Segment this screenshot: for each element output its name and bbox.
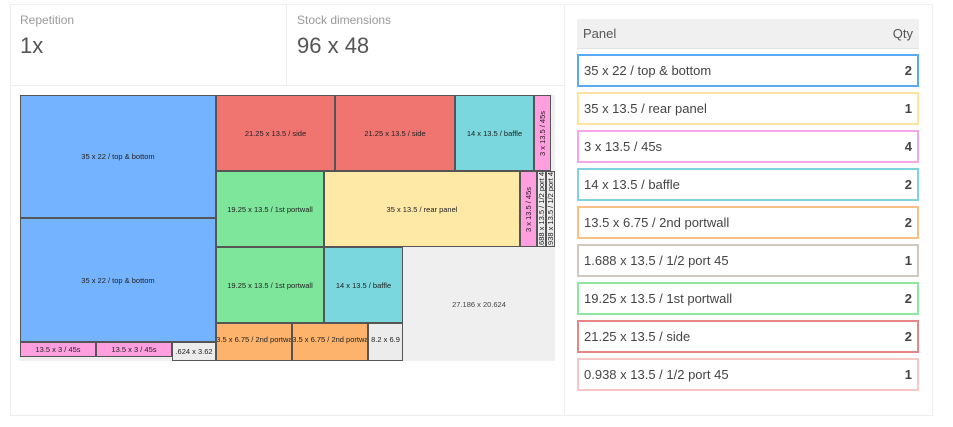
cut-piece[interactable]: 13.5 x 6.75 / 2nd portwall	[292, 323, 368, 361]
cut-piece[interactable]: 8.2 x 6.9	[368, 323, 403, 361]
cut-piece-label: 14 x 13.5 / baffle	[335, 280, 392, 290]
cut-piece-label: 1.688 x 13.5 / 1/2 port 45	[537, 171, 546, 247]
panel-row[interactable]: 14 x 13.5 / baffle 2	[577, 168, 919, 201]
panel-qty: 1	[904, 367, 912, 382]
panel-label: 35 x 22 / top & bottom	[584, 63, 712, 78]
cut-piece-label: 35 x 13.5 / rear panel	[386, 204, 458, 214]
cut-piece-label: 3 x 13.5 / 45s	[538, 110, 547, 156]
cut-piece-label: 14 x 13.5 / baffle	[466, 128, 523, 138]
panel-label: 19.25 x 13.5 / 1st portwall	[584, 291, 733, 306]
panel-row[interactable]: 0.938 x 13.5 / 1/2 port 45 1	[577, 358, 919, 391]
results-frame	[10, 4, 933, 416]
panel-row[interactable]: 19.25 x 13.5 / 1st portwall 2	[577, 282, 919, 315]
panel-row[interactable]: 13.5 x 6.75 / 2nd portwall 2	[577, 206, 919, 239]
panel-list-header: Panel Qty	[577, 19, 919, 49]
cut-piece[interactable]: 3 x 13.5 / 45s	[534, 95, 551, 171]
cut-piece-label: 35 x 22 / top & bottom	[81, 275, 155, 285]
stock-dimensions-value: 96 x 48	[297, 33, 370, 58]
cut-piece[interactable]: 35 x 22 / top & bottom	[20, 218, 216, 342]
panel-label: 1.688 x 13.5 / 1/2 port 45	[584, 253, 729, 268]
cut-piece-label: .624 x 3.62	[175, 347, 213, 356]
panel-label: 0.938 x 13.5 / 1/2 port 45	[584, 367, 729, 382]
cut-piece-label: 13.5 x 6.75 / 2nd portwall	[216, 335, 292, 344]
cut-piece[interactable]: 14 x 13.5 / baffle	[324, 247, 403, 323]
cut-piece-label: 13.5 x 3 / 45s	[111, 345, 157, 354]
repetition-label: Repetition	[20, 13, 75, 27]
cut-piece[interactable]: 1.688 x 13.5 / 1/2 port 45	[537, 171, 546, 247]
panel-row[interactable]: 35 x 22 / top & bottom 2	[577, 54, 919, 87]
cut-piece[interactable]: 21.25 x 13.5 / side	[216, 95, 335, 171]
panel-qty: 1	[904, 253, 912, 268]
cut-layout-sheet: 35 x 22 / top & bottom 35 x 22 / top & b…	[20, 95, 555, 361]
cut-piece-label: 27.186 x 20.624	[452, 299, 506, 309]
panel-row[interactable]: 3 x 13.5 / 45s 4	[577, 130, 919, 163]
cut-piece[interactable]: 13.5 x 3 / 45s	[96, 342, 172, 357]
cut-piece-label: 19.25 x 13.5 / 1st portwall	[227, 280, 313, 290]
cut-piece[interactable]: 19.25 x 13.5 / 1st portwall	[216, 171, 324, 247]
panel-row[interactable]: 21.25 x 13.5 / side 2	[577, 320, 919, 353]
panel-qty: 4	[904, 139, 912, 154]
cut-piece-label: 3 x 13.5 / 45s	[524, 186, 533, 232]
panel-qty: 2	[904, 177, 912, 192]
cut-piece-label: 21.25 x 13.5 / side	[364, 128, 426, 138]
cut-piece[interactable]: 13.5 x 3 / 45s	[20, 342, 96, 357]
cut-piece[interactable]: 14 x 13.5 / baffle	[455, 95, 534, 171]
stock-dimensions-stat: Stock dimensions 96 x 48	[287, 5, 564, 85]
cut-piece[interactable]: 3 x 13.5 / 45s	[520, 171, 537, 247]
divider	[564, 5, 565, 415]
cut-piece[interactable]: .624 x 3.62	[172, 342, 216, 361]
panel-label: 21.25 x 13.5 / side	[584, 329, 691, 344]
panel-label: 14 x 13.5 / baffle	[584, 177, 680, 192]
cut-piece-label: 0.938 x 13.5 / 1/2 port 45	[546, 171, 555, 247]
cut-piece-label: 13.5 x 6.75 / 2nd portwall	[292, 335, 368, 344]
panel-qty: 2	[904, 329, 912, 344]
panel-label: 3 x 13.5 / 45s	[584, 139, 663, 154]
panel-qty: 1	[904, 101, 912, 116]
repetition-value: 1x	[20, 33, 44, 58]
panel-label: 35 x 13.5 / rear panel	[584, 101, 707, 116]
panel-label: 13.5 x 6.75 / 2nd portwall	[584, 215, 730, 230]
cut-piece[interactable]: 35 x 13.5 / rear panel	[324, 171, 520, 247]
qty-column-header: Qty	[892, 26, 913, 41]
divider	[10, 85, 564, 86]
cut-piece-label: 21.25 x 13.5 / side	[244, 128, 307, 138]
cut-piece[interactable]: 35 x 22 / top & bottom	[20, 95, 216, 218]
stock-dimensions-label: Stock dimensions	[297, 13, 392, 27]
cut-piece-label: 13.5 x 3 / 45s	[35, 345, 81, 354]
cut-piece-label: 8.2 x 6.9	[371, 335, 400, 344]
cut-piece[interactable]: 0.938 x 13.5 / 1/2 port 45	[546, 171, 555, 247]
panel-qty: 2	[904, 215, 912, 230]
cut-piece-label: 19.25 x 13.5 / 1st portwall	[227, 204, 313, 214]
free-area: 27.186 x 20.624	[403, 247, 555, 361]
cut-piece[interactable]: 13.5 x 6.75 / 2nd portwall	[216, 323, 292, 361]
panel-row[interactable]: 1.688 x 13.5 / 1/2 port 45 1	[577, 244, 919, 277]
repetition-stat: Repetition 1x	[10, 5, 287, 85]
panel-qty: 2	[904, 291, 912, 306]
panel-row[interactable]: 35 x 13.5 / rear panel 1	[577, 92, 919, 125]
cut-piece-label: 35 x 22 / top & bottom	[81, 152, 155, 161]
cut-piece[interactable]: 21.25 x 13.5 / side	[335, 95, 455, 171]
panel-column-header: Panel	[583, 26, 617, 41]
panel-qty: 2	[904, 63, 912, 78]
panel-list: Panel Qty 35 x 22 / top & bottom 2 35 x 1…	[577, 19, 919, 391]
cut-piece[interactable]: 19.25 x 13.5 / 1st portwall	[216, 247, 324, 323]
